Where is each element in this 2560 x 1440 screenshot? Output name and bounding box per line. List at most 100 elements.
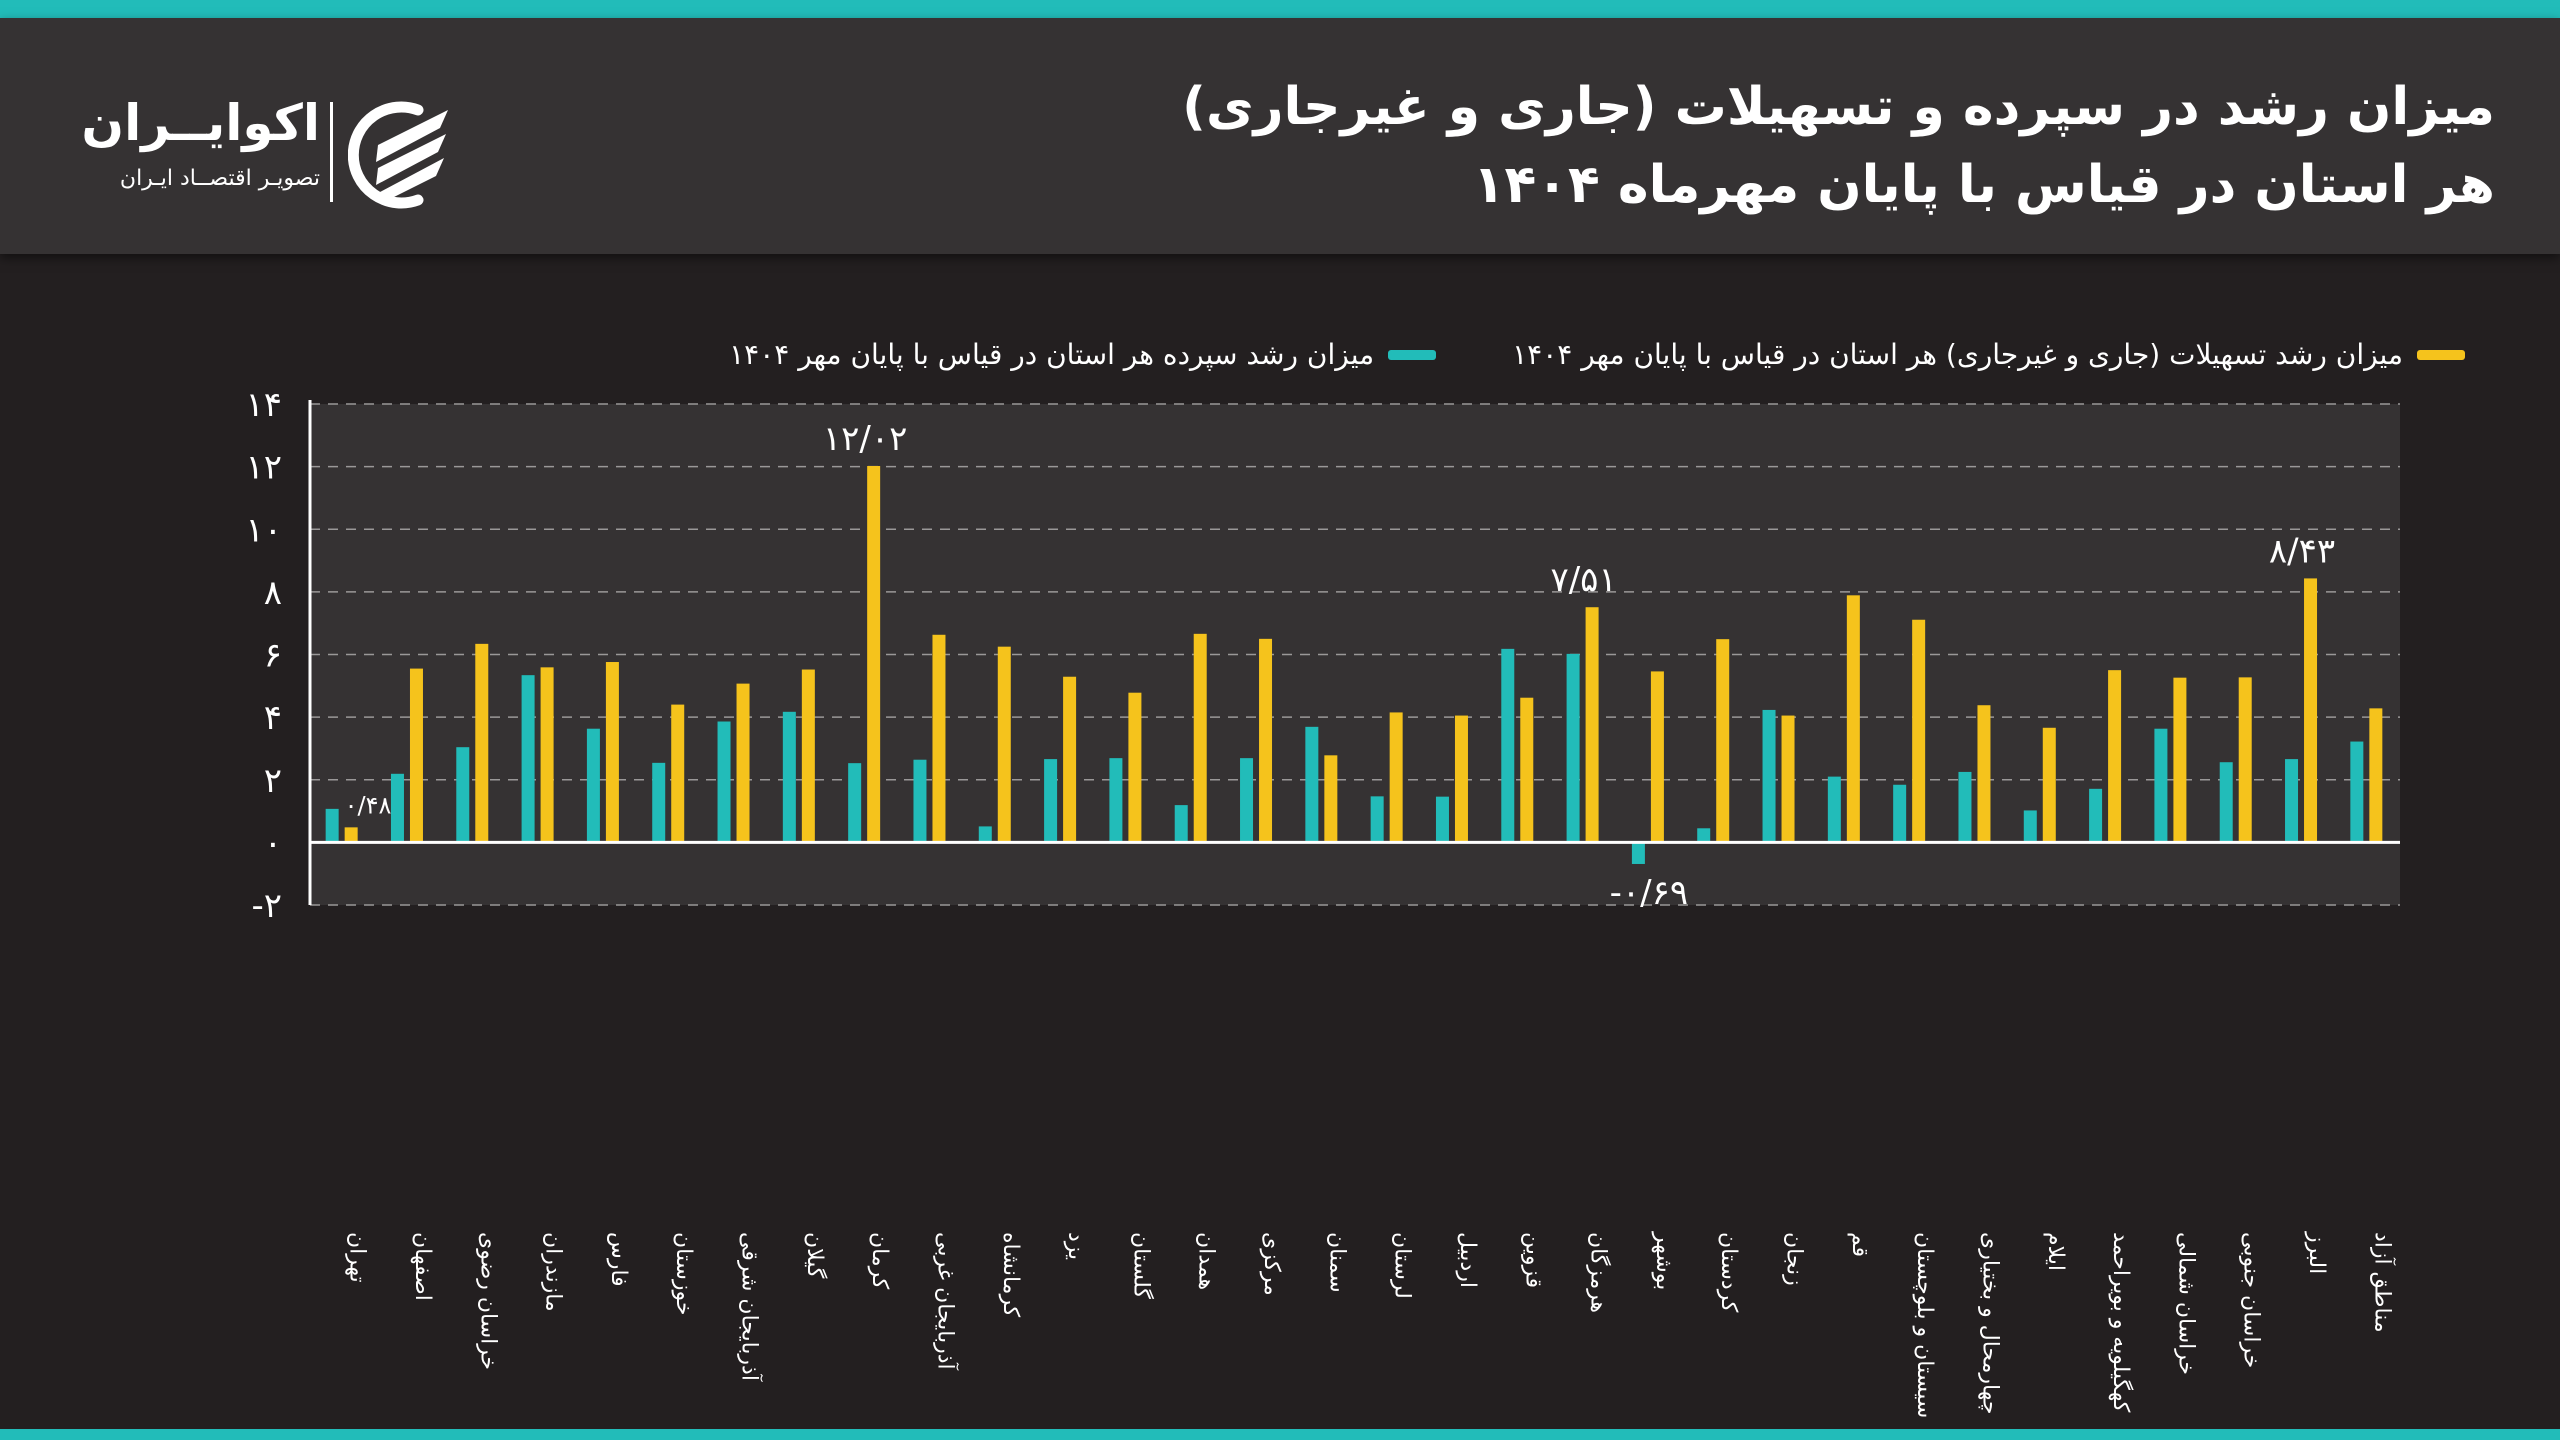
legend-swatch-deposit (1388, 349, 1437, 360)
category-label: سیستان و بلوچستان (1912, 1232, 1937, 1418)
y-tick-label: ۱۰ (245, 510, 282, 550)
bar-deposit (1109, 758, 1123, 843)
bar-deposit (1435, 796, 1449, 843)
title-line-2: هر استان در قیاس با پایان مهرماه ۱۴۰۴ (1472, 155, 2495, 215)
data-label: ۷/۵۱ (1550, 560, 1616, 600)
category-label: هرمزگان (1586, 1232, 1612, 1313)
y-tick-label: ۸ (264, 573, 282, 613)
bar-deposit (1174, 805, 1188, 843)
header: اکوایــران تصویـر اقتصــاد ایـران میزان … (0, 18, 2560, 254)
bar-deposit (2350, 741, 2364, 843)
logo-tagline: تصویـر اقتصــاد ایـران (119, 166, 320, 191)
logo: اکوایــران تصویـر اقتصــاد ایـران (81, 88, 470, 218)
bar-loans (2042, 727, 2056, 843)
legend-item-deposit: میزان رشد سپرده هر استان در قیاس با پایا… (729, 338, 1437, 371)
bar-loans (1781, 715, 1795, 843)
top-accent-strip (0, 0, 2560, 18)
bar-deposit (1631, 842, 1645, 864)
category-label: سمنان (1324, 1232, 1349, 1293)
bar-deposit (1958, 771, 1972, 843)
bar-loans (409, 668, 423, 843)
bar-loans (1716, 639, 1730, 843)
bar-deposit (1370, 796, 1384, 843)
bar-deposit (456, 747, 470, 843)
category-label: خراسان رضوی (475, 1232, 500, 1370)
bar-deposit (913, 759, 927, 843)
bar-deposit (1762, 709, 1776, 843)
bar-loans (1063, 676, 1077, 843)
bar-loans (1650, 671, 1664, 843)
ecoiran-logo-icon (348, 101, 448, 209)
category-label: قزوین (1520, 1232, 1545, 1288)
bar-deposit (1044, 759, 1058, 843)
y-tick-label: ۱۴ (245, 385, 282, 425)
bar-loans (801, 669, 815, 843)
bar-deposit (586, 728, 600, 843)
category-label: بوشهر (1651, 1231, 1676, 1290)
bar-loans (1846, 595, 1860, 843)
category-label: چهارمحال و بختیاری (1977, 1232, 2002, 1415)
bar-loans (2369, 708, 2383, 843)
category-label: البرز (2304, 1231, 2329, 1274)
bar-deposit (1893, 784, 1907, 843)
bar-loans (344, 827, 358, 843)
y-tick-label: -۲ (251, 886, 282, 926)
bar-loans (540, 667, 554, 843)
bar-loans (605, 662, 619, 843)
category-label: یزد (1063, 1232, 1088, 1260)
category-label: قم (1847, 1232, 1872, 1257)
category-label: زنجان (1782, 1232, 1807, 1286)
category-label: کردستان (1716, 1232, 1741, 1313)
bar-loans (1585, 607, 1599, 843)
bar-loans (736, 683, 750, 843)
category-label: آذربایجان شرقی (737, 1232, 764, 1382)
category-label: کرمانشاه (998, 1232, 1023, 1318)
y-tick-label: ۲ (264, 761, 282, 801)
bar-deposit (2219, 762, 2233, 843)
y-tick-label: ۱۲ (245, 448, 282, 488)
bar-deposit (390, 773, 404, 843)
bottom-accent-strip (0, 1429, 2560, 1440)
bar-loans (1389, 712, 1403, 843)
category-label: گیلان (802, 1232, 828, 1279)
bar-loans (867, 465, 881, 843)
category-label: فارس (606, 1232, 631, 1287)
bar-loans (2238, 677, 2252, 843)
category-label: اصفهان (410, 1232, 435, 1301)
bar-deposit (1566, 653, 1580, 843)
bar-deposit (782, 711, 796, 843)
category-label: کرمان (867, 1232, 892, 1290)
bar-loans (1193, 633, 1207, 843)
bar-loans (671, 704, 685, 843)
y-tick-label: ۰ (264, 823, 282, 863)
legend-swatch-loans (2417, 349, 2465, 360)
data-label: ۰/۴۸ (345, 791, 392, 819)
bar-loans (997, 646, 1011, 843)
logo-divider (330, 102, 333, 202)
y-tick-label: ۴ (264, 698, 282, 738)
bar-loans (2173, 677, 2187, 843)
page-title: میزان رشد در سپرده و تسهیلات (جاری و غیر… (1182, 68, 2495, 224)
bar-loans (1259, 638, 1273, 843)
bar-deposit (848, 763, 862, 843)
bar-deposit (717, 721, 731, 843)
bar-deposit (978, 826, 992, 843)
legend-item-loans: میزان رشد تسهیلات (جاری و غیرجاری) هر اس… (1512, 338, 2465, 371)
bar-deposit (1501, 648, 1515, 843)
category-label: خراسان جنوبی (2239, 1232, 2264, 1368)
bar-deposit (521, 675, 535, 843)
category-label: مرکزی (1259, 1232, 1284, 1296)
title-line-1: میزان رشد در سپرده و تسهیلات (جاری و غیر… (1182, 77, 2495, 137)
data-label: ۱۲/۰۲ (823, 419, 908, 459)
bar-loans (1912, 619, 1926, 843)
bar-loans (1454, 715, 1468, 843)
legend-label-loans: میزان رشد تسهیلات (جاری و غیرجاری) هر اس… (1512, 338, 2403, 371)
bar-loans (1520, 697, 1534, 843)
bar-loans (2304, 578, 2318, 843)
bar-loans (2108, 670, 2122, 843)
bar-deposit (325, 808, 339, 843)
bar-deposit (2023, 810, 2037, 843)
data-label: -۰/۶۹ (1610, 873, 1689, 913)
data-label: ۸/۴۳ (2269, 531, 2335, 571)
category-label: گلستان (1128, 1232, 1154, 1299)
